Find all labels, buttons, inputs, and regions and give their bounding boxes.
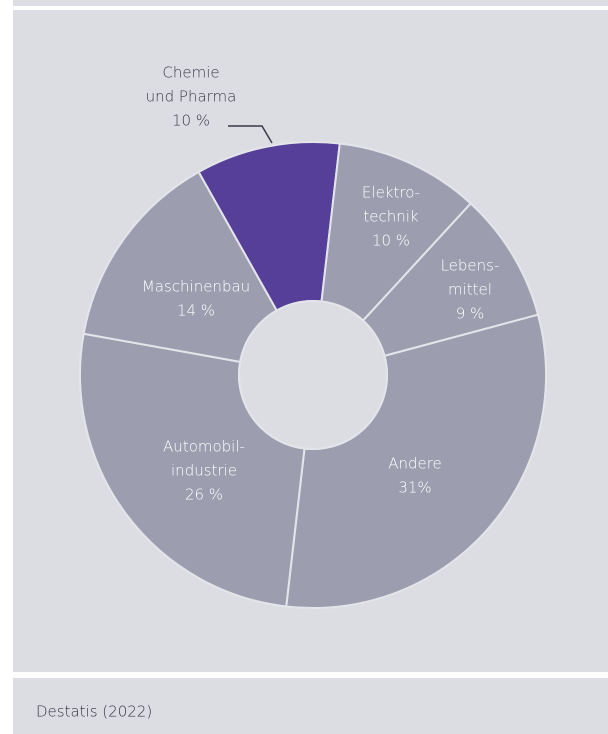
value-label: 10 % xyxy=(372,232,410,250)
slice-label: Elektro- xyxy=(362,184,420,202)
value-label: 14 % xyxy=(177,302,215,320)
donut-hole xyxy=(238,300,388,450)
slice-label: Chemie xyxy=(162,64,219,82)
top-band xyxy=(13,0,608,6)
footer xyxy=(13,678,608,734)
slice-label: Maschinenbau xyxy=(142,278,250,296)
slice-label: technik xyxy=(363,208,419,226)
slice-label: und Pharma xyxy=(146,88,237,106)
value-label: 9 % xyxy=(456,305,485,323)
value-label: 26 % xyxy=(185,486,223,504)
value-label: 10 % xyxy=(172,112,210,130)
source: Destatis (2022) xyxy=(36,703,152,721)
slice-label: mittel xyxy=(448,281,492,299)
slice-label: Automobil- xyxy=(163,438,245,456)
slice-label: Lebens- xyxy=(441,257,500,275)
leader-line xyxy=(228,125,273,144)
value-label: 31% xyxy=(398,479,431,497)
slice-label: industrie xyxy=(171,462,237,480)
slice-label: Andere xyxy=(388,455,442,473)
